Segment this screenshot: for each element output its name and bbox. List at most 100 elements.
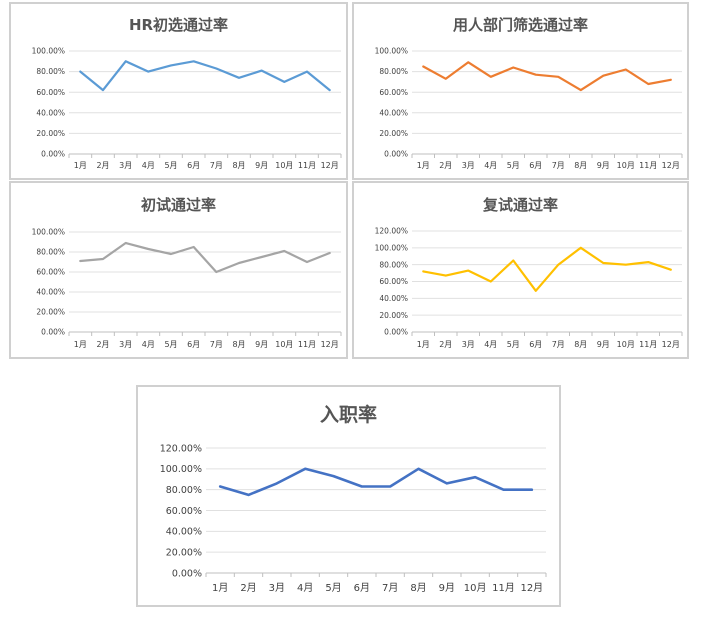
data-point bbox=[467, 61, 470, 64]
y-tick-label: 40.00% bbox=[36, 288, 65, 297]
data-point bbox=[170, 253, 172, 255]
data-point bbox=[328, 89, 331, 91]
data-point bbox=[422, 65, 425, 68]
x-tick-label: 8月 bbox=[232, 161, 245, 170]
x-tick-label: 6月 bbox=[529, 340, 542, 349]
x-tick-label: 11月 bbox=[298, 161, 316, 170]
data-point bbox=[192, 60, 195, 63]
y-tick-label: 0.00% bbox=[384, 328, 408, 337]
x-tick-label: 9月 bbox=[439, 582, 455, 594]
data-point bbox=[192, 246, 195, 248]
y-tick-label: 0.00% bbox=[172, 568, 202, 579]
data-point bbox=[283, 81, 286, 83]
x-tick-label: 5月 bbox=[164, 161, 177, 170]
y-tick-label: 100.00% bbox=[375, 243, 408, 252]
y-tick-label: 120.00% bbox=[160, 443, 202, 454]
y-tick-label: 60.00% bbox=[166, 506, 202, 517]
chart-title: 入职率 bbox=[320, 403, 377, 426]
chart-panel-onboarding: 入职率 0.00% 20.00% 40.00% 60.00% 80.00% 100.00% 1… bbox=[136, 385, 561, 607]
y-tick-label: 80.00% bbox=[379, 260, 408, 269]
data-point bbox=[467, 269, 470, 272]
series-line bbox=[79, 241, 331, 274]
data-point bbox=[531, 488, 533, 491]
x-tick-label: 2月 bbox=[439, 161, 452, 170]
data-point bbox=[502, 488, 505, 491]
data-point bbox=[489, 75, 492, 78]
data-point bbox=[534, 73, 537, 76]
data-point bbox=[361, 485, 363, 488]
data-point bbox=[260, 69, 263, 72]
y-tick-label: 60.00% bbox=[36, 88, 65, 97]
x-tick-label: 4月 bbox=[142, 340, 155, 349]
y-tick-label: 60.00% bbox=[379, 88, 408, 97]
data-point bbox=[647, 261, 650, 263]
x-tick-label: 10月 bbox=[275, 161, 293, 170]
y-tick-label: 40.00% bbox=[379, 108, 408, 117]
data-point bbox=[332, 475, 335, 477]
chart-panel-hr-screening: HR初选通过率 0.00% 20.00% 40.00% 60.00% 80.00% 100.… bbox=[9, 2, 348, 180]
x-tick-label: 5月 bbox=[164, 340, 177, 349]
x-tick-label: 1月 bbox=[417, 161, 430, 170]
data-point bbox=[260, 256, 263, 258]
x-tick-label: 5月 bbox=[325, 582, 341, 594]
data-point bbox=[215, 271, 218, 273]
chart-panel-first-interview: 初试通过率 0.00% 20.00% 40.00% 60.00% 80.00% 100.00… bbox=[9, 181, 348, 359]
data-point bbox=[512, 259, 515, 262]
y-tick-label: 100.00% bbox=[32, 47, 65, 56]
data-point bbox=[602, 262, 605, 264]
x-tick-label: 11月 bbox=[298, 340, 316, 349]
data-point bbox=[306, 70, 308, 73]
y-tick-label: 80.00% bbox=[379, 67, 408, 76]
data-point bbox=[579, 89, 582, 91]
series-line bbox=[422, 61, 672, 92]
chart-title: HR初选通过率 bbox=[129, 16, 228, 34]
data-point bbox=[238, 76, 240, 79]
data-point bbox=[579, 247, 582, 249]
x-tick-label: 11月 bbox=[639, 340, 657, 349]
x-tick-label: 3月 bbox=[269, 582, 285, 594]
x-tick-label: 2月 bbox=[96, 161, 109, 170]
y-tick-label: 100.00% bbox=[375, 47, 408, 56]
series-line bbox=[79, 60, 331, 92]
data-point bbox=[557, 263, 560, 266]
x-tick-label: 1月 bbox=[417, 340, 430, 349]
data-point bbox=[444, 274, 447, 277]
x-tick-label: 6月 bbox=[354, 582, 370, 594]
data-point bbox=[624, 263, 627, 266]
x-tick-label: 3月 bbox=[119, 161, 132, 170]
data-point bbox=[238, 262, 240, 264]
x-tick-label: 8月 bbox=[574, 340, 587, 349]
data-point bbox=[602, 74, 605, 77]
x-tick-label: 7月 bbox=[552, 340, 565, 349]
data-point bbox=[215, 67, 218, 70]
x-tick-label: 12月 bbox=[662, 340, 680, 349]
data-point bbox=[304, 468, 306, 470]
x-tick-label: 11月 bbox=[492, 582, 515, 594]
x-tick-label: 3月 bbox=[462, 340, 475, 349]
x-tick-label: 3月 bbox=[119, 340, 132, 349]
x-tick-label: 4月 bbox=[484, 161, 497, 170]
data-point bbox=[422, 270, 425, 273]
data-point bbox=[124, 60, 127, 63]
data-point bbox=[624, 68, 627, 71]
x-tick-label: 12月 bbox=[520, 582, 543, 594]
chart-svg: 复试通过率 0.00% 20.00% 40.00% 60.00% 80.00% 100.00… bbox=[375, 196, 683, 349]
x-tick-label: 5月 bbox=[507, 161, 520, 170]
x-tick-label: 2月 bbox=[240, 582, 256, 594]
y-tick-label: 20.00% bbox=[36, 129, 65, 138]
data-point bbox=[102, 258, 104, 260]
y-tick-label: 80.00% bbox=[36, 248, 65, 257]
y-tick-label: 60.00% bbox=[36, 268, 65, 277]
data-point bbox=[219, 485, 221, 488]
chart-svg: 入职率 0.00% 20.00% 40.00% 60.00% 80.00% 100.00% 1… bbox=[160, 403, 547, 594]
data-point bbox=[417, 468, 420, 470]
x-tick-label: 12月 bbox=[662, 161, 680, 170]
chart-svg: HR初选通过率 0.00% 20.00% 40.00% 60.00% 80.00% 100.… bbox=[32, 16, 342, 170]
data-point bbox=[669, 79, 672, 81]
x-tick-label: 4月 bbox=[297, 582, 313, 594]
data-point bbox=[669, 268, 672, 271]
x-tick-label: 10月 bbox=[617, 340, 635, 349]
data-point bbox=[283, 250, 286, 252]
x-tick-label: 1月 bbox=[74, 340, 87, 349]
data-point bbox=[102, 89, 104, 91]
